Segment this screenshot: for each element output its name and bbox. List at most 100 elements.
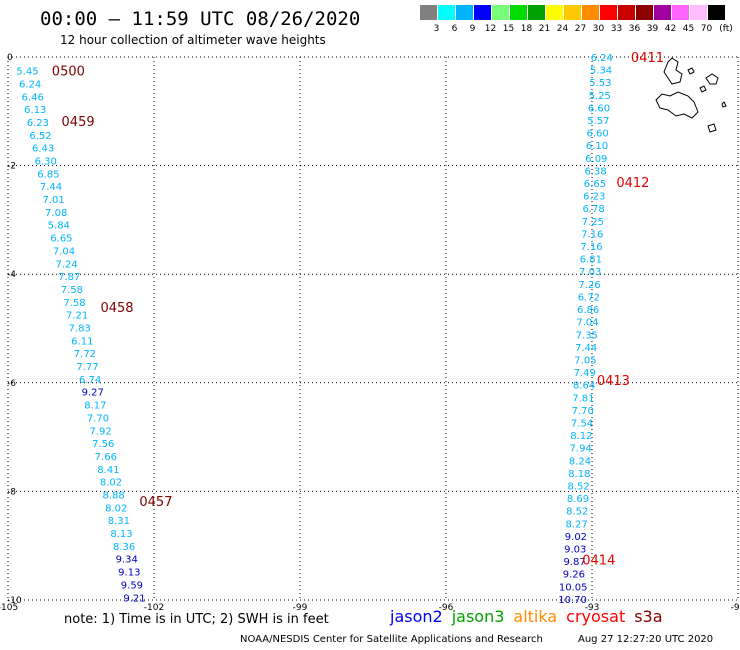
swh-value: 6.23 xyxy=(27,118,49,129)
legend-swatch xyxy=(438,5,455,20)
legend-swatch xyxy=(654,5,671,20)
legend-label: 45 xyxy=(682,24,695,34)
lon-tick-label: -99 xyxy=(293,603,308,610)
altimeter-tracks: 5.456.246.466.136.236.526.436.306.857.44… xyxy=(16,51,664,606)
swh-value: 7.05 xyxy=(574,355,596,366)
swh-value: 6.24 xyxy=(591,53,613,64)
credit-line: NOAA/NESDIS Center for Satellite Applica… xyxy=(240,634,543,645)
swh-value: 7.66 xyxy=(95,452,117,463)
swh-value: 6.10 xyxy=(586,141,608,152)
legend-swatch xyxy=(546,5,563,20)
swh-value: 8.27 xyxy=(565,519,587,530)
swh-value: 7.92 xyxy=(89,426,111,437)
legend-swatch xyxy=(528,5,545,20)
legend-swatch xyxy=(456,5,473,20)
swh-value: 6.81 xyxy=(580,255,602,266)
swh-value: 7.04 xyxy=(53,246,75,257)
legend-label: 9 xyxy=(469,24,476,34)
swh-value: 8.52 xyxy=(566,507,588,518)
legend-swatch xyxy=(474,5,491,20)
legend-label: 21 xyxy=(538,24,551,34)
island-coast xyxy=(699,85,707,93)
swh-value: 7.35 xyxy=(576,330,598,341)
satellite-jason3: jason3 xyxy=(451,607,505,626)
swh-value: 7.04 xyxy=(576,318,598,329)
swh-value: 7.54 xyxy=(571,418,593,429)
swh-value: 6.46 xyxy=(22,92,44,103)
swh-value: 6.74 xyxy=(79,375,101,386)
generated-timestamp: Aug 27 12:27:20 UTC 2020 xyxy=(578,634,714,645)
lon-tick-label: -96 xyxy=(439,603,454,610)
swh-value: 8.24 xyxy=(569,456,591,467)
swh-value: 8.13 xyxy=(110,529,132,540)
swh-value: 6.60 xyxy=(588,103,610,114)
swh-value: 5.53 xyxy=(589,78,611,89)
legend-swatch xyxy=(582,5,599,20)
pass-time-label: 0412 xyxy=(616,176,649,191)
legend-label: 24 xyxy=(556,24,569,34)
legend-swatch xyxy=(636,5,653,20)
swh-value: 6.72 xyxy=(578,292,600,303)
swh-value: 9.26 xyxy=(563,570,585,581)
swh-value: 5.57 xyxy=(587,116,609,127)
legend-label: 39 xyxy=(646,24,659,34)
swh-value: 6.38 xyxy=(584,166,606,177)
legend-label: 27 xyxy=(574,24,587,34)
island-coast xyxy=(655,91,699,119)
legend-label: 12 xyxy=(484,24,497,34)
legend-swatch xyxy=(492,5,509,20)
pass-time-label: 0413 xyxy=(597,374,630,389)
swh-value: 6.24 xyxy=(19,79,41,90)
legend-swatch xyxy=(600,5,617,20)
swh-value: 6.86 xyxy=(577,305,599,316)
swh-value: 7.49 xyxy=(574,368,596,379)
map-title: 00:00 – 11:59 UTC 08/26/2020 xyxy=(40,8,361,30)
swh-value: 6.60 xyxy=(587,129,609,140)
legend-swatch xyxy=(708,5,725,20)
pass-time-label: 0457 xyxy=(139,495,172,510)
swh-value: 7.58 xyxy=(61,285,83,296)
legend-label: 30 xyxy=(592,24,605,34)
island-coast xyxy=(707,123,717,133)
swh-value: 6.11 xyxy=(71,336,93,347)
swh-value: 7.24 xyxy=(56,259,78,270)
legend-swatch xyxy=(690,5,707,20)
swh-value: 10.70 xyxy=(558,595,587,606)
footnote: note: 1) Time is in UTC; 2) SWH is in fe… xyxy=(64,612,329,627)
swh-value: 6.65 xyxy=(584,179,606,190)
swh-value: 8.31 xyxy=(108,516,130,527)
swh-value: 8.69 xyxy=(567,494,589,505)
island-coast xyxy=(721,101,727,108)
pass-time-label: 0459 xyxy=(62,115,95,130)
swh-value: 6.85 xyxy=(37,169,59,180)
swh-value: 7.72 xyxy=(74,349,96,360)
swh-value: 8.88 xyxy=(103,491,125,502)
swh-value: 6.30 xyxy=(35,157,57,168)
swh-value: 6.23 xyxy=(583,192,605,203)
swh-value: 5.45 xyxy=(16,67,38,78)
legend-label: 70 xyxy=(700,24,713,34)
swh-value: 7.94 xyxy=(570,444,592,455)
swh-value: 9.59 xyxy=(121,580,143,591)
swh-value: 9.34 xyxy=(116,555,138,566)
swh-value: 7.81 xyxy=(572,393,594,404)
wave-height-map[interactable]: 5.456.246.466.136.236.526.436.306.857.44… xyxy=(0,0,740,610)
island-coast xyxy=(705,73,719,85)
legend-label: 3 xyxy=(433,24,440,34)
swh-value: 8.36 xyxy=(113,542,135,553)
swh-value: 6.43 xyxy=(32,144,54,155)
legend-swatch xyxy=(510,5,527,20)
legend-swatch xyxy=(618,5,635,20)
pass-time-label: 0414 xyxy=(582,553,615,568)
lat-tick-label: -8 xyxy=(7,487,16,497)
swh-value: 6.78 xyxy=(582,204,604,215)
swh-value: 8.02 xyxy=(100,478,122,489)
satellite-cryosat: cryosat xyxy=(566,607,626,626)
track: 5.456.24 6.46 6.13 6.23 6.52 6.43 6.306.85 7.44… xyxy=(16,65,172,605)
swh-value: 6.52 xyxy=(29,131,51,142)
swh-value: 7.87 xyxy=(58,272,80,283)
swh-value: 7.03 xyxy=(579,267,601,278)
swh-value: 7.16 xyxy=(580,242,602,253)
swh-value: 8.02 xyxy=(105,503,127,514)
pass-time-label: 0458 xyxy=(100,301,133,316)
